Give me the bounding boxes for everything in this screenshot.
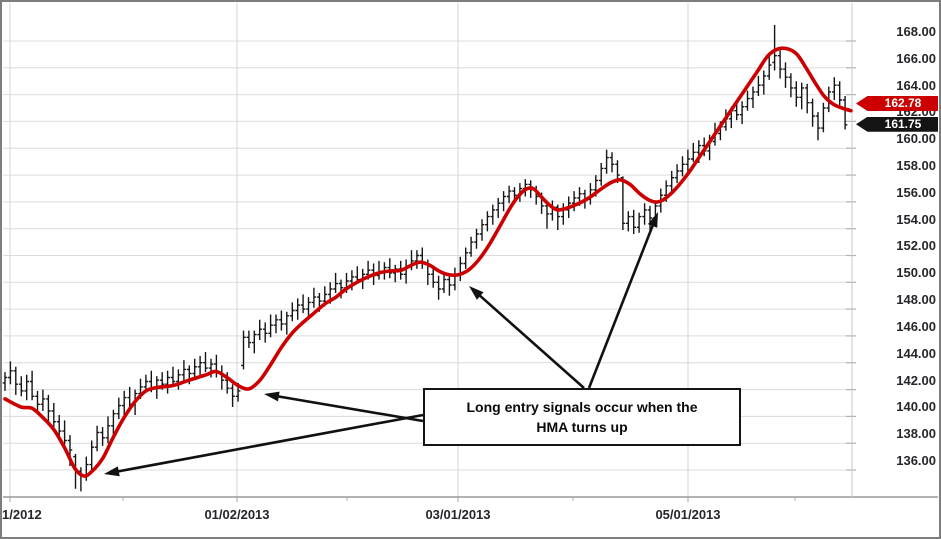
y-axis-label: 152.00 bbox=[896, 238, 936, 254]
y-axis-label: 138.00 bbox=[896, 426, 936, 442]
y-axis-label: 166.00 bbox=[896, 50, 936, 66]
annotation-arrowhead-4 bbox=[647, 212, 658, 228]
annotation-arrowhead-1 bbox=[104, 466, 120, 477]
annotation-box: Long entry signals occur when the HMA tu… bbox=[423, 388, 741, 446]
y-axis-label: 168.00 bbox=[896, 24, 936, 39]
y-axis-label: 144.00 bbox=[896, 345, 936, 361]
last-price-tag: 161.75 bbox=[856, 116, 938, 132]
x-axis-label: 01/02/2013 bbox=[204, 507, 270, 522]
annotation-arrowhead-2 bbox=[264, 391, 280, 402]
y-axis-label: 164.00 bbox=[896, 77, 936, 93]
y-axis-label: 150.00 bbox=[896, 265, 936, 281]
x-axis-label: 05/01/2013 bbox=[655, 507, 721, 522]
y-axis-label: 146.00 bbox=[896, 318, 936, 334]
hma-line bbox=[3, 46, 853, 478]
annotation-arrowhead-3 bbox=[469, 286, 484, 300]
y-axis-label: 140.00 bbox=[896, 399, 936, 415]
hma-price-tag: 162.78 bbox=[856, 95, 938, 111]
annotation-arrow-3 bbox=[477, 292, 585, 389]
y-axis-label: 148.00 bbox=[896, 292, 936, 308]
y-axis-label: 160.00 bbox=[896, 131, 936, 147]
y-axis-label: 142.00 bbox=[896, 372, 936, 388]
annotation-arrows bbox=[104, 212, 658, 477]
y-axis-label: 154.00 bbox=[896, 211, 936, 227]
annotation-text-line2: HMA turns up bbox=[536, 419, 628, 435]
y-axis-label: 136.00 bbox=[896, 452, 936, 468]
x-axis-label: 1/2012 bbox=[2, 507, 42, 522]
y-axis-label: 156.00 bbox=[896, 184, 936, 200]
annotation-text-line1: Long entry signals occur when the bbox=[466, 399, 698, 415]
annotation-arrow-1 bbox=[115, 413, 424, 474]
annotation-arrow-2 bbox=[275, 394, 424, 423]
y-axis-label: 158.00 bbox=[896, 158, 936, 174]
annotation-arrow-4 bbox=[587, 222, 655, 389]
x-axis-label: 03/01/2013 bbox=[425, 507, 491, 522]
